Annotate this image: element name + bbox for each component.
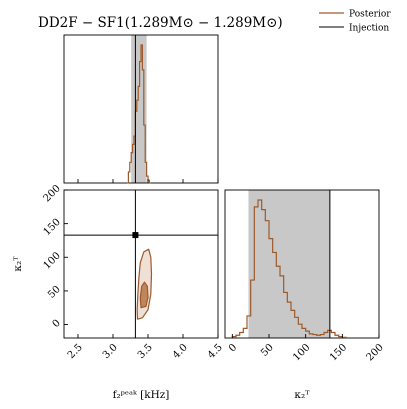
x-axis-label-f2peak: f₂ᵖᵉᵃᵏ [kHz] — [113, 389, 170, 401]
kappa2T-x-tick-label: 200 — [365, 342, 386, 363]
joint-x-tick-label: 4.0 — [171, 342, 190, 361]
kappa2T-marginal-frame — [224, 189, 380, 339]
joint-y-tick-label: 150 — [42, 217, 63, 238]
joint-x-tick-label: 3.0 — [101, 342, 120, 361]
joint-y-tick-label: 100 — [42, 250, 63, 271]
injection-marker — [132, 232, 139, 239]
kappa2T-x-tick-label: 50 — [259, 342, 276, 359]
f2peak-histogram — [127, 44, 151, 184]
f2peak-marginal-panel — [63, 34, 219, 184]
kappa2T-x-tick-label: 0 — [227, 342, 239, 354]
joint-y-tick-label: 0 — [51, 318, 63, 330]
legend-posterior-label: Posterior — [349, 10, 391, 20]
x-axis-label-kappa2T: κ₂ᵀ — [294, 389, 310, 401]
joint-x-tick-label: 3.5 — [136, 342, 155, 361]
kappa2T-x-tick-label: 150 — [328, 342, 349, 363]
legend: Posterior Injection — [319, 10, 391, 34]
joint-x-tick-label: 4.5 — [206, 342, 225, 361]
kappa2T-credible-band — [248, 190, 330, 338]
joint-y-tick-label: 50 — [46, 284, 63, 301]
joint-x-tick-label: 2.5 — [66, 342, 85, 361]
joint-panel: 2.5 3.0 3.5 4.0 4.5 0 50 100 150 200 — [42, 183, 225, 361]
joint-frame — [63, 189, 219, 339]
kappa2T-marginal-panel: 0 50 100 150 200 — [224, 189, 386, 363]
kappa2T-x-tick-label: 100 — [291, 342, 312, 363]
contour-inner — [139, 281, 149, 309]
f2peak-marginal-frame — [63, 34, 219, 184]
kappa2T-histogram — [231, 199, 347, 338]
legend-injection-label: Injection — [349, 24, 389, 34]
chart-title: DD2F − SF1(1.289M⊙ − 1.289M⊙) — [38, 15, 283, 31]
joint-y-tick-label: 200 — [42, 183, 63, 204]
y-axis-label-kappa2T: κ₂ᵀ — [12, 256, 24, 272]
